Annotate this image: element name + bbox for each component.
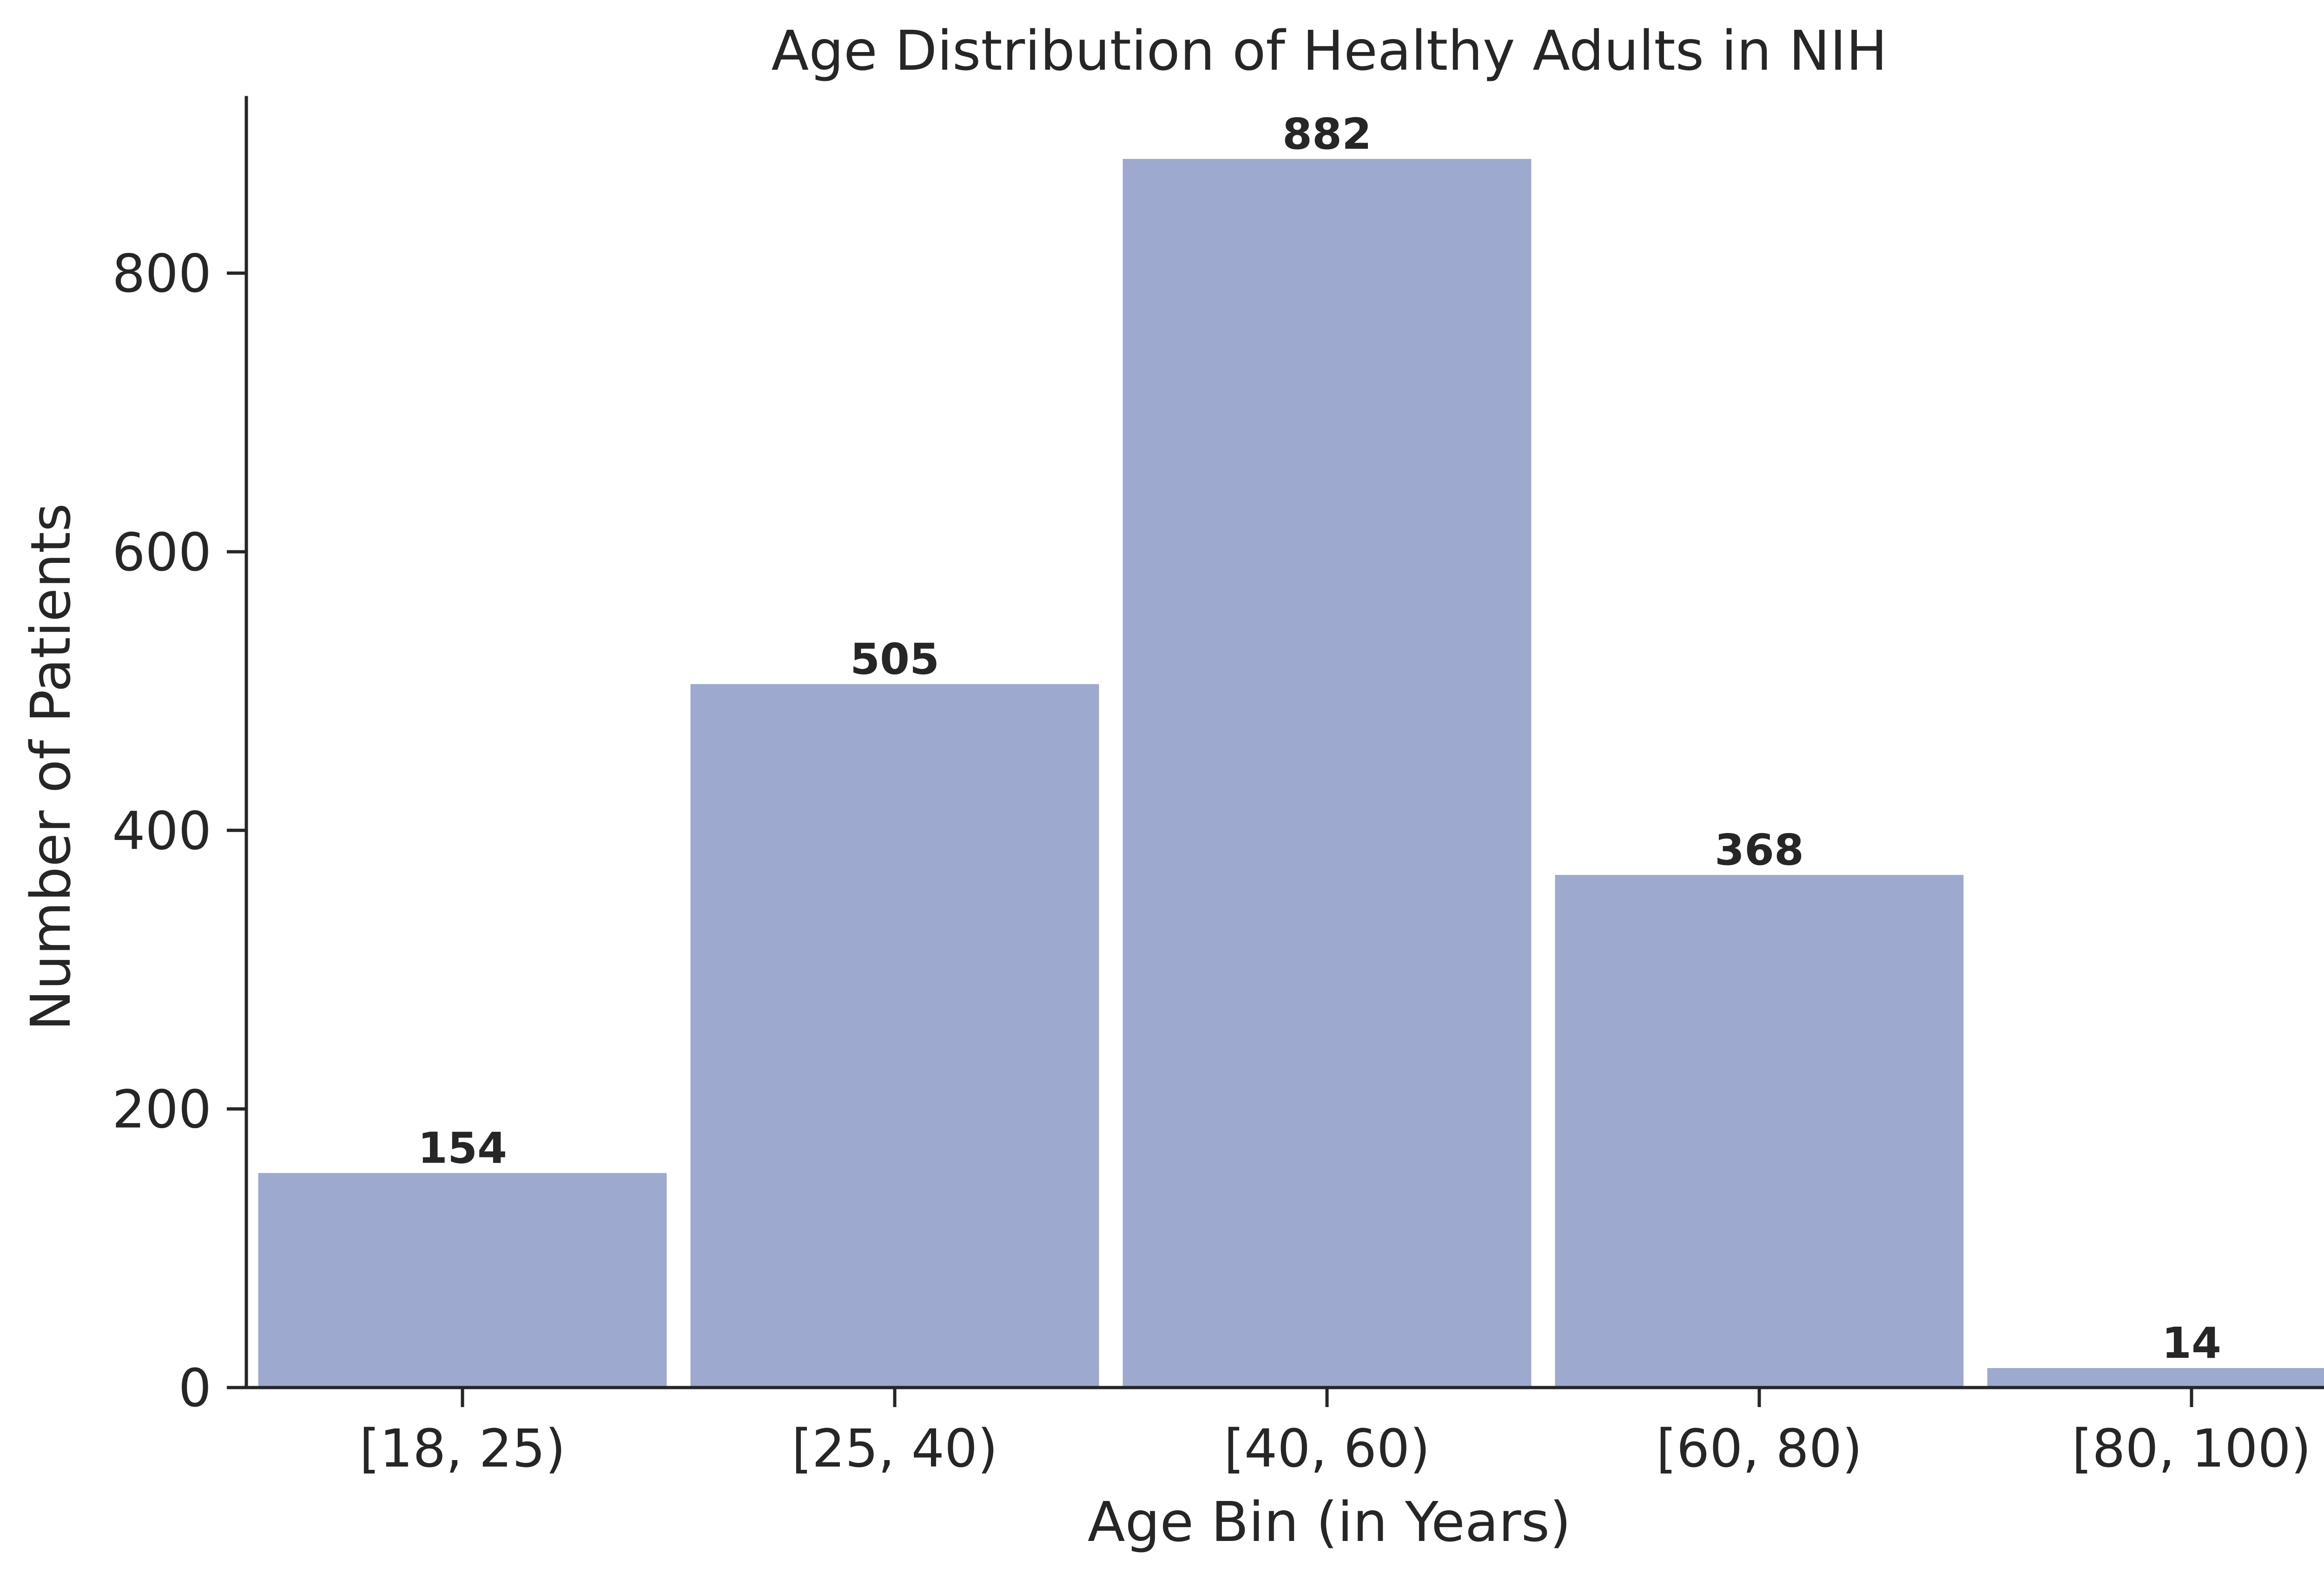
bar-value-label: 505	[850, 635, 939, 684]
bar	[1555, 875, 1964, 1388]
bar	[1122, 159, 1532, 1388]
bar-value-label: 154	[418, 1123, 507, 1173]
bars-layer	[258, 159, 2324, 1388]
x-axis-title: Age Bin (in Years)	[1088, 1490, 1571, 1554]
y-tick-label: 800	[112, 244, 211, 304]
y-tick-label: 400	[112, 801, 211, 861]
bar	[258, 1173, 667, 1388]
bar-value-label: 882	[1282, 109, 1372, 159]
y-tick-label: 0	[178, 1358, 211, 1419]
x-tick-label: [60, 80)	[1656, 1419, 1862, 1479]
x-tick-label: [80, 100)	[2072, 1419, 2311, 1479]
y-tick-label: 200	[112, 1080, 211, 1140]
bar-value-label: 368	[1715, 825, 1804, 875]
y-axis-ticks: 0 200 400 600 800	[112, 244, 246, 1419]
bar	[690, 684, 1099, 1388]
chart-title: Age Distribution of Healthy Adults in NI…	[772, 19, 1888, 83]
bar-value-label: 14	[2162, 1318, 2221, 1368]
bar	[1987, 1368, 2324, 1388]
x-tick-label: [25, 40)	[792, 1419, 998, 1479]
bar-labels-layer: 154 505 882 368 14	[418, 109, 2221, 1368]
y-axis-title: Number of Patients	[19, 503, 83, 1031]
x-tick-label: [40, 60)	[1224, 1419, 1430, 1479]
x-tick-label: [18, 25)	[359, 1419, 566, 1479]
x-axis-ticks: [18, 25) [25, 40) [40, 60) [60, 80) [80, 100…	[359, 1388, 2311, 1479]
y-tick-label: 600	[112, 522, 211, 583]
